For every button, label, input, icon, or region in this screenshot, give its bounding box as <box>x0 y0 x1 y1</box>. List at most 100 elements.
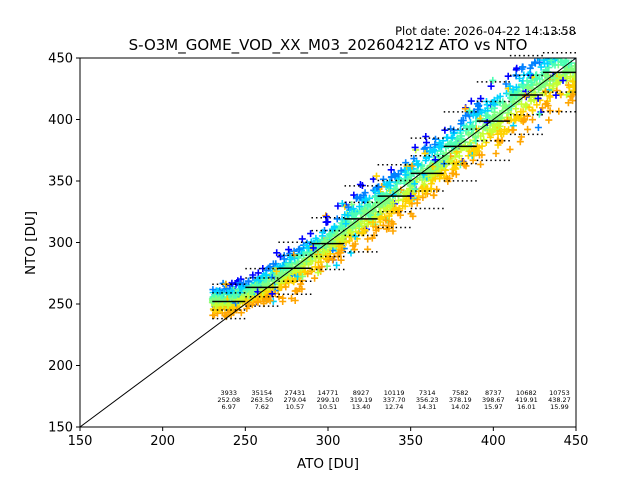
scatter-point <box>280 255 288 263</box>
scatter-point <box>237 285 245 292</box>
scatter-point <box>501 126 509 133</box>
bin-std-label: 14.02 <box>451 403 470 411</box>
scatter-point <box>512 71 520 79</box>
scatter-point <box>450 126 458 134</box>
scatter-point <box>479 130 487 138</box>
scatter-point <box>459 116 467 124</box>
scatter-point <box>382 216 390 224</box>
scatter-point <box>333 215 341 223</box>
scatter-point <box>502 80 510 88</box>
scatter-point <box>422 133 430 140</box>
scatter-point <box>411 143 419 151</box>
x-tick-label: 400 <box>481 434 506 449</box>
scatter-point <box>455 152 463 160</box>
scatter-point <box>348 224 356 232</box>
scatter-point <box>542 87 550 95</box>
scatter-point <box>522 101 530 109</box>
scatter-point <box>254 269 262 277</box>
bin-std-label: 16.01 <box>517 403 536 411</box>
scatter-point <box>371 203 379 211</box>
plot-date: Plot date: 2026-04-22 14:13:58 <box>395 24 576 38</box>
scatter-point <box>385 212 393 220</box>
scatter-point <box>278 269 286 277</box>
scatter-point <box>288 294 295 302</box>
scatter-point <box>444 134 451 141</box>
scatter-point <box>214 296 222 304</box>
scatter-point <box>319 228 326 236</box>
scatter-point <box>558 50 565 57</box>
scatter-point <box>480 136 488 144</box>
scatter-point <box>293 261 301 269</box>
scatter-point <box>556 90 564 98</box>
scatter-point <box>357 193 365 201</box>
scatter-point <box>504 116 511 124</box>
scatter-point <box>269 260 277 268</box>
scatter-point <box>496 99 503 106</box>
bin-mean-label: 378.19 <box>449 396 472 404</box>
scatter-point <box>566 39 573 46</box>
y-tick-label: 200 <box>48 359 73 374</box>
bin-count-label: 10119 <box>384 389 405 397</box>
scatter-point <box>378 191 386 199</box>
scatter-point <box>560 51 567 58</box>
scatter-point <box>566 83 573 91</box>
scatter-point <box>352 195 360 202</box>
scatter-point <box>462 112 470 119</box>
scatter-point <box>558 45 565 52</box>
scatter-point <box>465 131 473 139</box>
scatter-point <box>524 125 532 133</box>
scatter-point <box>570 65 576 73</box>
scatter-point <box>529 107 537 115</box>
scatter-point <box>239 279 247 287</box>
scatter-point <box>443 175 451 183</box>
bin-std-label: 13.40 <box>352 403 371 411</box>
scatter-point <box>291 297 299 304</box>
scatter-point <box>342 220 350 228</box>
bin-count-label: 7314 <box>419 389 436 397</box>
scatter-point <box>406 182 414 190</box>
scatter-point <box>401 202 409 210</box>
scatter-point <box>411 185 419 193</box>
scatter-point <box>559 76 567 84</box>
scatter-point <box>362 207 370 215</box>
bin-mean-label: 252.08 <box>217 396 240 404</box>
scatter-point <box>562 58 570 64</box>
scatter-point <box>381 199 389 207</box>
scatter-point <box>520 115 528 123</box>
scatter-point <box>517 108 525 116</box>
scatter-point <box>441 126 449 134</box>
scatter-point <box>496 92 504 100</box>
scatter-point <box>431 141 439 148</box>
x-tick-label: 350 <box>398 434 423 449</box>
scatter-point <box>212 302 220 309</box>
scatter-point <box>422 154 430 162</box>
scatter-point <box>394 209 402 217</box>
scatter-point <box>529 116 536 124</box>
scatter-point <box>257 292 265 300</box>
scatter-point <box>534 58 542 61</box>
scatter-point <box>315 264 323 272</box>
scatter-point <box>430 146 438 153</box>
bin-std-label: 7.62 <box>255 403 269 411</box>
scatter-point <box>545 92 553 100</box>
scatter-point <box>492 150 500 157</box>
scatter-point <box>401 175 409 183</box>
scatter-point <box>279 298 287 305</box>
scatter-point <box>563 74 571 82</box>
scatter-point <box>483 101 491 109</box>
scatter-point <box>453 135 461 143</box>
scatter-point <box>273 249 281 257</box>
scatter-point <box>237 309 245 317</box>
scatter-point <box>347 249 355 257</box>
bin-std-label: 12.74 <box>385 403 404 411</box>
scatter-point <box>504 72 512 80</box>
scatter-point <box>391 171 399 179</box>
scatter-point <box>517 100 525 108</box>
scatter-point <box>449 169 457 177</box>
scatter-point <box>467 97 475 105</box>
scatter-point <box>314 269 322 277</box>
y-tick-label: 400 <box>48 113 73 128</box>
x-axis-label: ATO [DU] <box>297 456 359 472</box>
scatter-point <box>296 245 303 253</box>
